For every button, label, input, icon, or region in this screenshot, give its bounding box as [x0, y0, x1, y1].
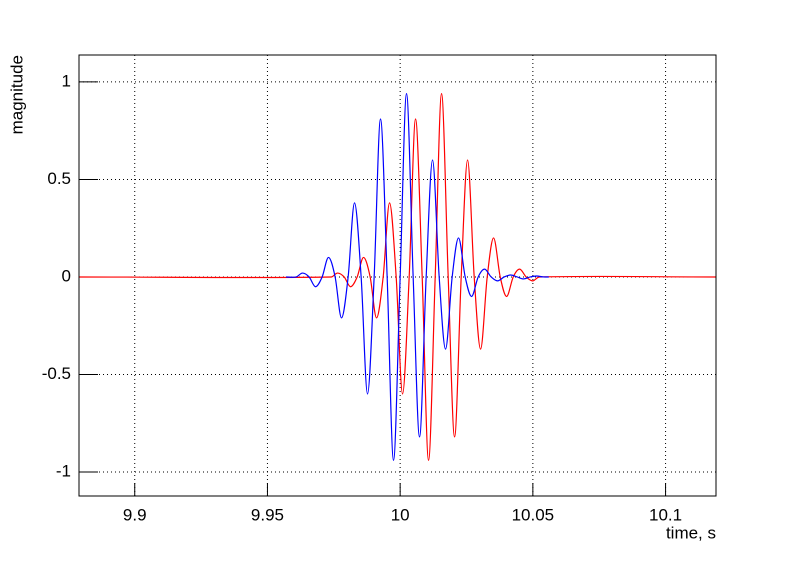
x-tick-label: 10.05 — [512, 505, 555, 524]
x-tick-label: 10 — [391, 505, 410, 524]
x-tick-label: 9.95 — [251, 505, 284, 524]
y-tick-label: -1 — [56, 461, 71, 480]
series-line — [286, 93, 549, 461]
y-axis-title: magnitude — [7, 55, 26, 134]
x-tick-label: 9.9 — [123, 505, 147, 524]
y-tick-label: 0 — [62, 266, 71, 285]
y-tick-label: 1 — [62, 71, 71, 90]
series-line — [78, 93, 717, 461]
y-tick-label: -0.5 — [42, 364, 71, 383]
x-axis-title: time, s — [666, 523, 716, 542]
x-tick-label: 10.1 — [649, 505, 682, 524]
plot-frame — [78, 54, 717, 497]
y-tick-label: 0.5 — [47, 169, 71, 188]
